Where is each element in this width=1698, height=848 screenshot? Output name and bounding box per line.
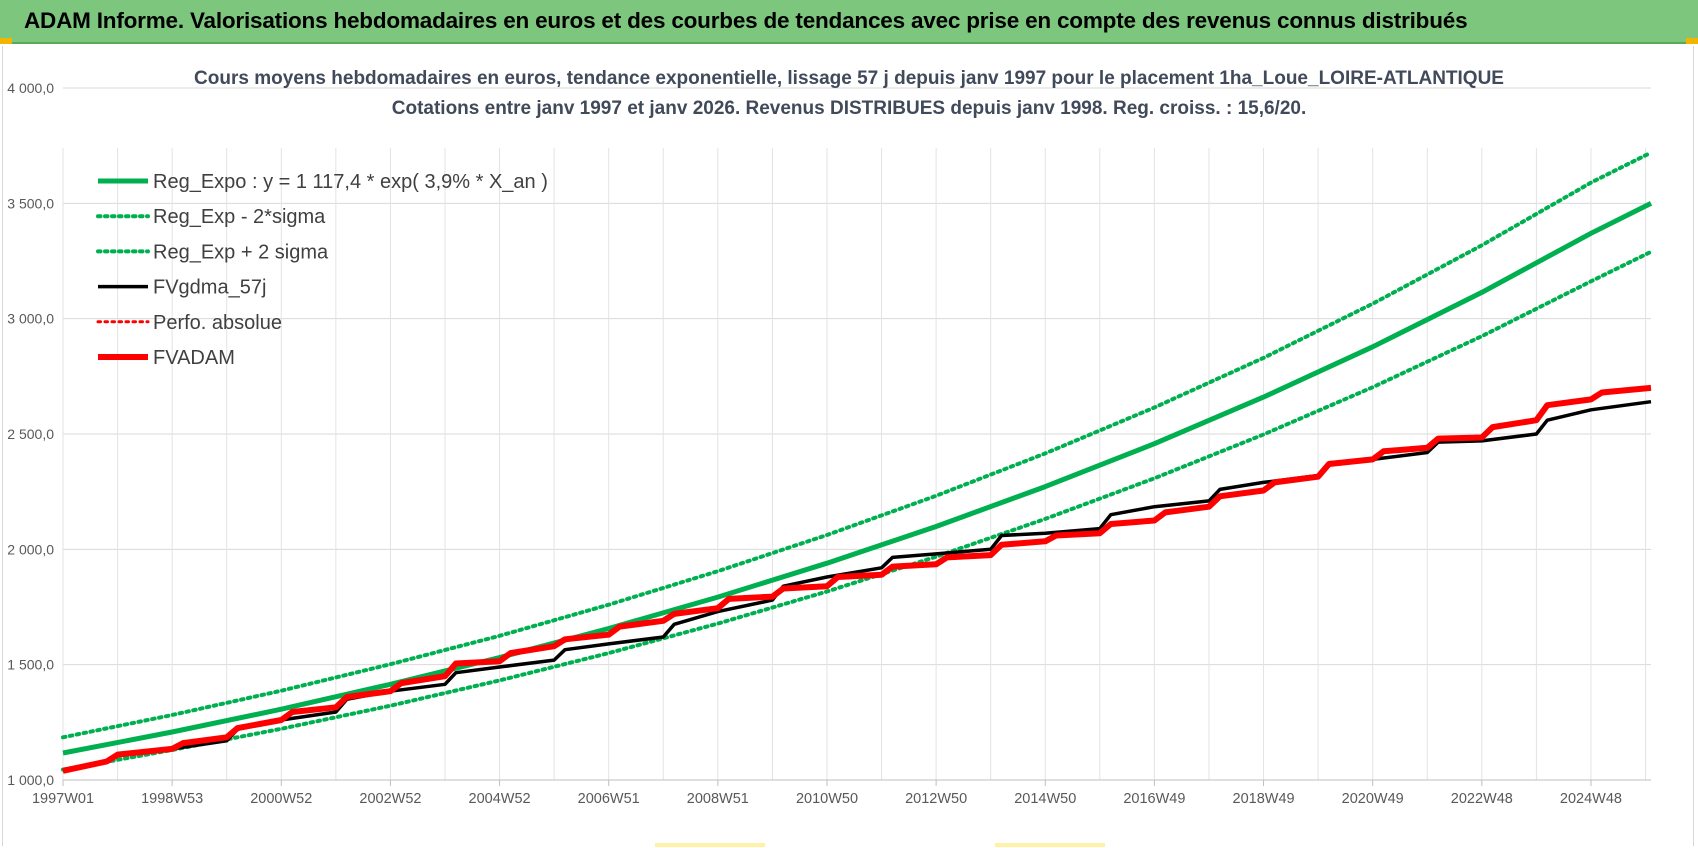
- y-tick-label: 2 000,0: [7, 541, 54, 557]
- legend-label: Reg_Exp + 2 sigma: [153, 241, 329, 263]
- y-tick-label: 3 500,0: [7, 195, 54, 211]
- report-title: ADAM Informe. Valorisations hebdomadaire…: [24, 8, 1468, 33]
- x-tick-label: 2024W48: [1560, 791, 1622, 807]
- series-layer: [61, 150, 1653, 774]
- series-line-2: [61, 150, 1653, 740]
- left-corner-accent: [0, 38, 12, 44]
- x-tick-label: 2000W52: [250, 791, 312, 807]
- x-tick-label: 1997W01: [32, 791, 94, 807]
- legend-label: FVADAM: [153, 347, 235, 369]
- series-line-5: [62, 384, 1652, 774]
- bottom-highlight-strip: [655, 843, 765, 847]
- legend-label: Perfo. absolue: [153, 312, 282, 334]
- x-axis-ticks: 1997W01 1998W53 2000W52 2002W52 2004W52 2006W…: [32, 780, 1622, 807]
- x-tick-label: 2010W50: [796, 791, 858, 807]
- x-tick-label: 2008W51: [687, 791, 749, 807]
- y-tick-label: 1 500,0: [7, 657, 54, 673]
- report-banner: ADAM Informe. Valorisations hebdomadaire…: [0, 0, 1698, 44]
- chart-title: Cours moyens hebdomadaires en euros, ten…: [194, 68, 1504, 89]
- x-tick-label: 2014W50: [1014, 791, 1076, 807]
- x-tick-label: 2004W52: [469, 791, 531, 807]
- x-tick-label: 2002W52: [359, 791, 421, 807]
- y-tick-label: 2 500,0: [7, 426, 54, 442]
- y-tick-label: 1 000,0: [7, 772, 54, 788]
- x-tick-label: 2022W48: [1451, 791, 1513, 807]
- series-line-3: [62, 399, 1652, 773]
- bottom-highlight-strip: [995, 843, 1105, 847]
- right-corner-accent: [1686, 38, 1698, 44]
- chart-grid: [62, 87, 1651, 781]
- x-tick-label: 2020W49: [1342, 791, 1404, 807]
- x-tick-label: 1998W53: [141, 791, 203, 807]
- chart-area: 1 000,0 1 500,0 2 000,0 2 500,0 3 000,0 3 500…: [2, 46, 1694, 846]
- x-tick-label: 2018W49: [1233, 791, 1295, 807]
- series-line-0: [62, 201, 1653, 756]
- y-tick-label: 4 000,0: [7, 80, 54, 96]
- line-chart: 1 000,0 1 500,0 2 000,0 2 500,0 3 000,0 3 500…: [7, 68, 1653, 807]
- legend-label: Reg_Exp - 2*sigma: [153, 206, 326, 228]
- legend-label: FVgdma_57j: [153, 277, 266, 299]
- x-tick-label: 2016W49: [1123, 791, 1185, 807]
- chart-legend: Reg_Expo : y = 1 117,4 * exp( 3,9% * X_a…: [96, 171, 548, 369]
- y-axis-ticks: 1 000,0 1 500,0 2 000,0 2 500,0 3 000,0 3 500…: [7, 80, 54, 788]
- y-tick-label: 3 000,0: [7, 311, 54, 327]
- legend-label: Reg_Expo : y = 1 117,4 * exp( 3,9% * X_a…: [153, 171, 548, 193]
- x-tick-label: 2006W51: [578, 791, 640, 807]
- x-tick-label: 2012W50: [905, 791, 967, 807]
- chart-subtitle: Cotations entre janv 1997 et janv 2026. …: [392, 98, 1307, 119]
